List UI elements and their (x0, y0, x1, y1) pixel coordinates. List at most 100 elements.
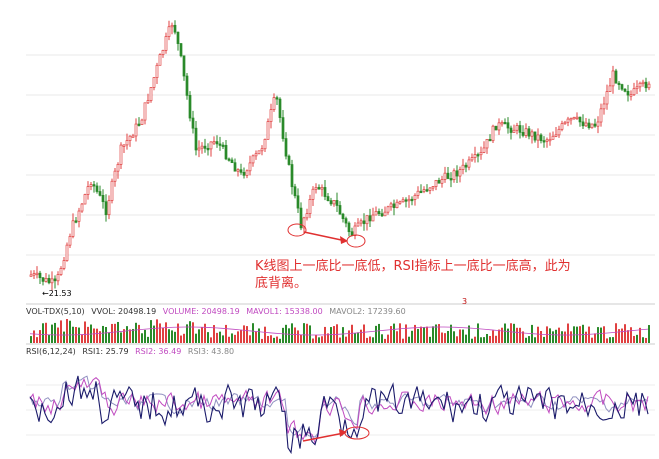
volume-bar (387, 334, 389, 343)
arrow-head (340, 236, 348, 244)
rsi-divergence-arrow (302, 432, 345, 442)
candle-body (227, 158, 231, 161)
candle-body (305, 213, 309, 219)
candle-body (29, 274, 33, 277)
candle-body (584, 122, 588, 127)
candle-body (446, 172, 450, 179)
candle-body (170, 24, 174, 28)
volume-bar (111, 323, 113, 343)
candle-body (98, 191, 102, 196)
volume-bar (513, 323, 515, 343)
volume-bar (456, 336, 458, 343)
volume-bar (246, 326, 248, 343)
volume-bar (504, 323, 506, 343)
candle-body (608, 85, 612, 92)
volume-bar (294, 327, 296, 343)
candle-body (392, 203, 396, 209)
candle-body (281, 117, 285, 139)
candle-body (407, 198, 411, 202)
mavol1-value: MAVOL1: 15338.00 (246, 307, 323, 316)
candle-body (527, 128, 531, 137)
candle-body (554, 134, 558, 137)
volume-bar (48, 334, 50, 343)
candle-body (419, 190, 423, 194)
candle-body (611, 70, 615, 87)
volume-bar (87, 326, 89, 343)
volume-panel[interactable]: VOL-TDX(5,10) VVOL: 20498.19 VOLUME: 204… (0, 305, 659, 345)
candle-body (224, 144, 228, 160)
rsi-header: RSI(6,12,24) RSI1: 25.79 RSI2: 36.49 RSI… (26, 347, 238, 356)
rsi-chart (26, 375, 655, 455)
volume-bar (105, 327, 107, 343)
volume-bar (207, 332, 209, 343)
rsi1-line (29, 375, 649, 455)
candle-body (629, 94, 633, 97)
volume-bar (81, 334, 83, 343)
candle-body (128, 135, 132, 141)
candle-body (341, 213, 345, 219)
volume-bar (264, 326, 266, 343)
volume-bar (198, 329, 200, 343)
volume-bar (597, 327, 599, 343)
candle-body (149, 87, 153, 101)
candle-body (32, 273, 36, 276)
volume-bar (642, 337, 644, 343)
volume-bar (171, 330, 173, 343)
volume-bar (378, 323, 380, 343)
candle-body (644, 81, 648, 89)
candle-body (524, 128, 528, 136)
candle-body (626, 90, 630, 96)
volume-bar (129, 329, 131, 343)
volume-bar (522, 331, 524, 343)
volume-bar (273, 337, 275, 343)
candle-body (548, 138, 552, 142)
candle-body (539, 134, 543, 141)
candle-body (278, 98, 282, 118)
volume-bar (309, 325, 311, 343)
candle-body (641, 81, 645, 85)
candle-body (230, 159, 234, 164)
candle-body (362, 220, 366, 225)
candle-body (536, 134, 540, 141)
volume-bar (219, 331, 221, 343)
volume-bar (276, 336, 278, 343)
candle-body (461, 164, 465, 170)
rsi-bottom-circle (344, 426, 370, 440)
candle-body (455, 170, 459, 177)
candle-body (500, 122, 504, 125)
volume-bar (567, 323, 569, 343)
candle-body (308, 199, 312, 214)
candle-body (254, 153, 258, 157)
volume-bar (375, 325, 377, 343)
candle-body (137, 123, 141, 126)
rsi-panel[interactable]: RSI(6,12,24) RSI1: 25.79 RSI2: 36.49 RSI… (0, 345, 659, 459)
volume-bar (477, 323, 479, 343)
candle-body (416, 190, 420, 196)
volume-bar (66, 319, 68, 343)
volume-bar (561, 331, 563, 343)
candle-body (314, 187, 318, 190)
candle-body (473, 154, 477, 159)
candle-body (575, 116, 579, 119)
candle-body (41, 277, 45, 282)
candle-body (68, 236, 72, 246)
volume-bar (354, 333, 356, 343)
volume-bar (306, 323, 308, 343)
candle-body (338, 205, 342, 215)
volume-bar (192, 322, 194, 343)
second-bottom-circle (346, 234, 366, 248)
candle-body (122, 144, 126, 147)
volume-bar (495, 335, 497, 343)
candle-body (632, 88, 636, 96)
candle-body (599, 108, 603, 123)
volume-value: VOLUME: 20498.19 (162, 307, 240, 316)
candle-body (578, 116, 582, 123)
candle-body (323, 187, 327, 197)
candle-body (242, 171, 246, 176)
volume-bar (393, 323, 395, 343)
volume-bar (96, 328, 98, 343)
candle-body (491, 125, 495, 142)
volume-bar (396, 331, 398, 343)
price-chart-panel[interactable]: ←21.53 3 K线图上一底比一底低，RSI指标上一底比一底高，此为底背离。 (0, 0, 659, 306)
volume-bar (519, 327, 521, 343)
